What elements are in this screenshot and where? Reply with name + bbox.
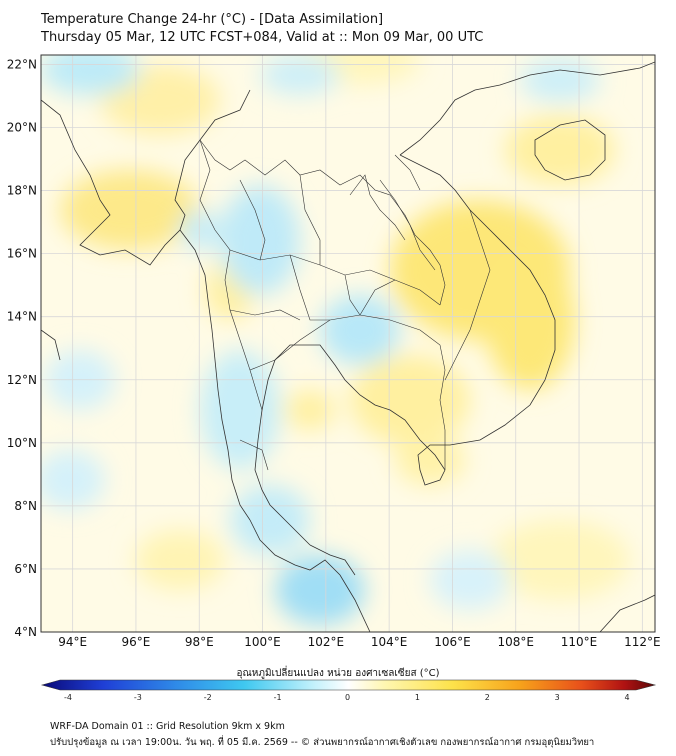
longitude-labels: 94°E 96°E 98°E 100°E 102°E 104°E 106°E 108°E 110… (58, 635, 660, 649)
colorbar-tick-label: 2 (485, 693, 490, 702)
lat-label: 20°N (7, 121, 37, 135)
lat-label: 18°N (7, 184, 37, 198)
lon-label: 112°E (624, 635, 661, 649)
coastlines (41, 61, 655, 632)
lon-label: 96°E (122, 635, 151, 649)
lon-label: 98°E (185, 635, 214, 649)
map-gridlines (41, 55, 655, 632)
colorbar-tick-label: 1 (415, 693, 420, 702)
lon-label: 102°E (308, 635, 345, 649)
lon-label: 94°E (58, 635, 87, 649)
lat-label: 10°N (7, 436, 37, 450)
colorbar: -4 -3 -2 -1 0 1 2 3 4 (40, 679, 657, 702)
footer-update-info: ปรับปรุงข้อมูล ณ เวลา 19:00น. วัน พฤ. ที… (50, 737, 595, 748)
lon-label: 104°E (371, 635, 408, 649)
colorbar-tick-label: -4 (64, 693, 72, 702)
colorbar-title: อุณหภูมิเปลี่ยนแปลง หน่วย องศาเซลเซียส (… (236, 668, 440, 679)
lon-label: 100°E (244, 635, 281, 649)
lat-label: 6°N (14, 562, 37, 576)
colorbar-tick-label: 4 (624, 693, 629, 702)
latitude-labels: 22°N 20°N 18°N 16°N 14°N 12°N 10°N 8°N 6°N 4°N (7, 57, 37, 639)
lat-label: 8°N (14, 499, 37, 513)
lon-label: 110°E (561, 635, 598, 649)
colorbar-tick-label: -3 (134, 693, 142, 702)
lat-label: 14°N (7, 310, 37, 324)
map-subtitle: Thursday 05 Mar, 12 UTC FCST+084, Valid … (41, 30, 484, 45)
lat-label: 12°N (7, 373, 37, 387)
temperature-field (41, 55, 655, 632)
lat-label: 4°N (14, 625, 37, 639)
colorbar-tick-label: -2 (204, 693, 212, 702)
map-frame (40, 54, 656, 633)
colorbar-tick-label: 0 (345, 693, 350, 702)
colorbar-tick-label: 3 (555, 693, 560, 702)
footer-model-info: WRF-DA Domain 01 :: Grid Resolution 9km … (50, 721, 285, 732)
lon-label: 106°E (434, 635, 471, 649)
map-title: Temperature Change 24-hr (°C) - [Data As… (41, 12, 384, 27)
province-borders (199, 139, 491, 471)
lat-label: 22°N (7, 57, 37, 71)
lon-label: 108°E (497, 635, 534, 649)
lat-label: 16°N (7, 247, 37, 261)
colorbar-tick-label: -1 (274, 693, 282, 702)
